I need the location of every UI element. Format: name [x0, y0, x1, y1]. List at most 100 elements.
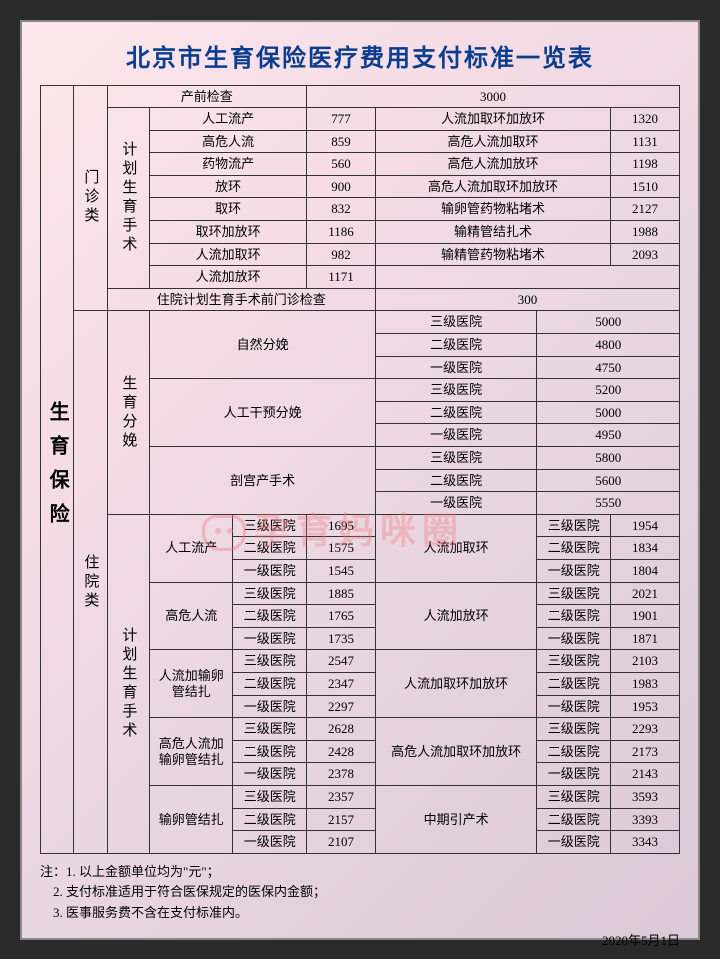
cell: 1131 — [611, 130, 680, 153]
cell: 5000 — [537, 401, 680, 424]
cell: 2127 — [611, 198, 680, 221]
cell: 放环 — [150, 175, 307, 198]
cell: 1735 — [307, 627, 376, 650]
document-paper: 北京市生育保险医疗费用支付标准一览表 生育保险 门诊类 产前检查 3000 计划… — [20, 20, 700, 940]
cell: 一级医院 — [233, 627, 307, 650]
cell: 一级医院 — [537, 763, 611, 786]
cell: 2143 — [611, 763, 680, 786]
cell: 5000 — [537, 311, 680, 334]
cell: 1186 — [307, 221, 376, 244]
cell: 一级医院 — [375, 356, 537, 379]
cell: 二级医院 — [537, 672, 611, 695]
cell: 982 — [307, 243, 376, 266]
cell: 高危人流加放环 — [375, 153, 610, 176]
cell: 1545 — [307, 559, 376, 582]
notes: 注：1. 以上金额单位均为"元"； 2. 支付标准适用于符合医保规定的医保内金额… — [40, 862, 680, 924]
cell: 4750 — [537, 356, 680, 379]
cell: 一级医院 — [375, 492, 537, 515]
cell: 2347 — [307, 672, 376, 695]
cell: 人工干预分娩 — [150, 379, 376, 447]
cell: 剖宫产手术 — [150, 447, 376, 515]
col-inpatient: 住院类 — [74, 311, 107, 853]
cell: 二级医院 — [537, 605, 611, 628]
cell: 2293 — [611, 718, 680, 741]
cell: 三级医院 — [537, 582, 611, 605]
in-plan-cat: 计划生育手术 — [107, 514, 150, 853]
col-main: 生育保险 — [41, 85, 74, 853]
cell: 3393 — [611, 808, 680, 831]
fee-table: 生育保险 门诊类 产前检查 3000 计划生育手术 人工流产 777 人流加取环… — [40, 85, 680, 854]
cell: 1804 — [611, 559, 680, 582]
cell: 三级医院 — [537, 650, 611, 673]
cell: 高危人流加取环加放环 — [375, 718, 537, 786]
cell: 二级医院 — [537, 808, 611, 831]
cell: 2107 — [307, 831, 376, 854]
cell: 人流加放环 — [150, 266, 307, 289]
page-title: 北京市生育保险医疗费用支付标准一览表 — [40, 38, 680, 73]
cell: 二级医院 — [233, 672, 307, 695]
cell: 5800 — [537, 447, 680, 470]
note-1: 1. 以上金额单位均为"元"； — [66, 864, 220, 879]
in-birth-cat: 生育分娩 — [107, 311, 150, 514]
cell: 1988 — [611, 221, 680, 244]
cell: 人流加取环 — [150, 243, 307, 266]
cell: 三级医院 — [537, 514, 611, 537]
cell: 高危人流加取环 — [375, 130, 610, 153]
pre-in-label: 住院计划生育手术前门诊检查 — [107, 288, 375, 311]
cell: 3343 — [611, 831, 680, 854]
cell: 三级医院 — [233, 582, 307, 605]
cell: 一级医院 — [537, 559, 611, 582]
cell: 输精管药物粘堵术 — [375, 243, 610, 266]
cell: 自然分娩 — [150, 311, 376, 379]
note-3: 3. 医事服务费不含在支付标准内。 — [53, 905, 248, 920]
cell: 1954 — [611, 514, 680, 537]
cell: 三级医院 — [537, 718, 611, 741]
cell: 1510 — [611, 175, 680, 198]
cell: 药物流产 — [150, 153, 307, 176]
cell: 859 — [307, 130, 376, 153]
cell: 5600 — [537, 469, 680, 492]
cell: 二级医院 — [233, 740, 307, 763]
cell: 1695 — [307, 514, 376, 537]
cell: 1834 — [611, 537, 680, 560]
pre-in-value: 300 — [375, 288, 679, 311]
cell: 输卵管药物粘堵术 — [375, 198, 610, 221]
cell: 取环加放环 — [150, 221, 307, 244]
cell: 5550 — [537, 492, 680, 515]
cell: 777 — [307, 108, 376, 131]
cell — [375, 266, 679, 289]
cell: 二级医院 — [233, 808, 307, 831]
cell: 2103 — [611, 650, 680, 673]
note-2: 2. 支付标准适用于符合医保规定的医保内金额； — [53, 884, 326, 899]
cell: 取环 — [150, 198, 307, 221]
cell: 二级医院 — [375, 469, 537, 492]
date: 2020年5月1日 — [40, 930, 680, 949]
cell: 一级医院 — [233, 695, 307, 718]
cell: 5200 — [537, 379, 680, 402]
cell: 2547 — [307, 650, 376, 673]
cell: 1171 — [307, 266, 376, 289]
cell: 人流加取环加放环 — [375, 108, 610, 131]
cell: 人流加放环 — [375, 582, 537, 650]
col-outpatient: 门诊类 — [74, 85, 107, 311]
cell: 1575 — [307, 537, 376, 560]
cell: 1901 — [611, 605, 680, 628]
cell: 二级医院 — [375, 334, 537, 357]
cell: 高危人流加输卵管结扎 — [150, 718, 233, 786]
notes-prefix: 注： — [40, 864, 66, 879]
cell: 输精管结扎术 — [375, 221, 610, 244]
cell: 二级医院 — [537, 537, 611, 560]
cell: 2021 — [611, 582, 680, 605]
cell: 3593 — [611, 785, 680, 808]
cell: 人流加输卵管结扎 — [150, 650, 233, 718]
cell: 高危人流 — [150, 582, 233, 650]
cell: 2357 — [307, 785, 376, 808]
cell: 输卵管结扎 — [150, 785, 233, 853]
cell: 二级医院 — [233, 605, 307, 628]
cell: 1198 — [611, 153, 680, 176]
cell: 人工流产 — [150, 108, 307, 131]
cell: 2173 — [611, 740, 680, 763]
cell: 一级医院 — [537, 627, 611, 650]
cell: 2157 — [307, 808, 376, 831]
cell: 1320 — [611, 108, 680, 131]
